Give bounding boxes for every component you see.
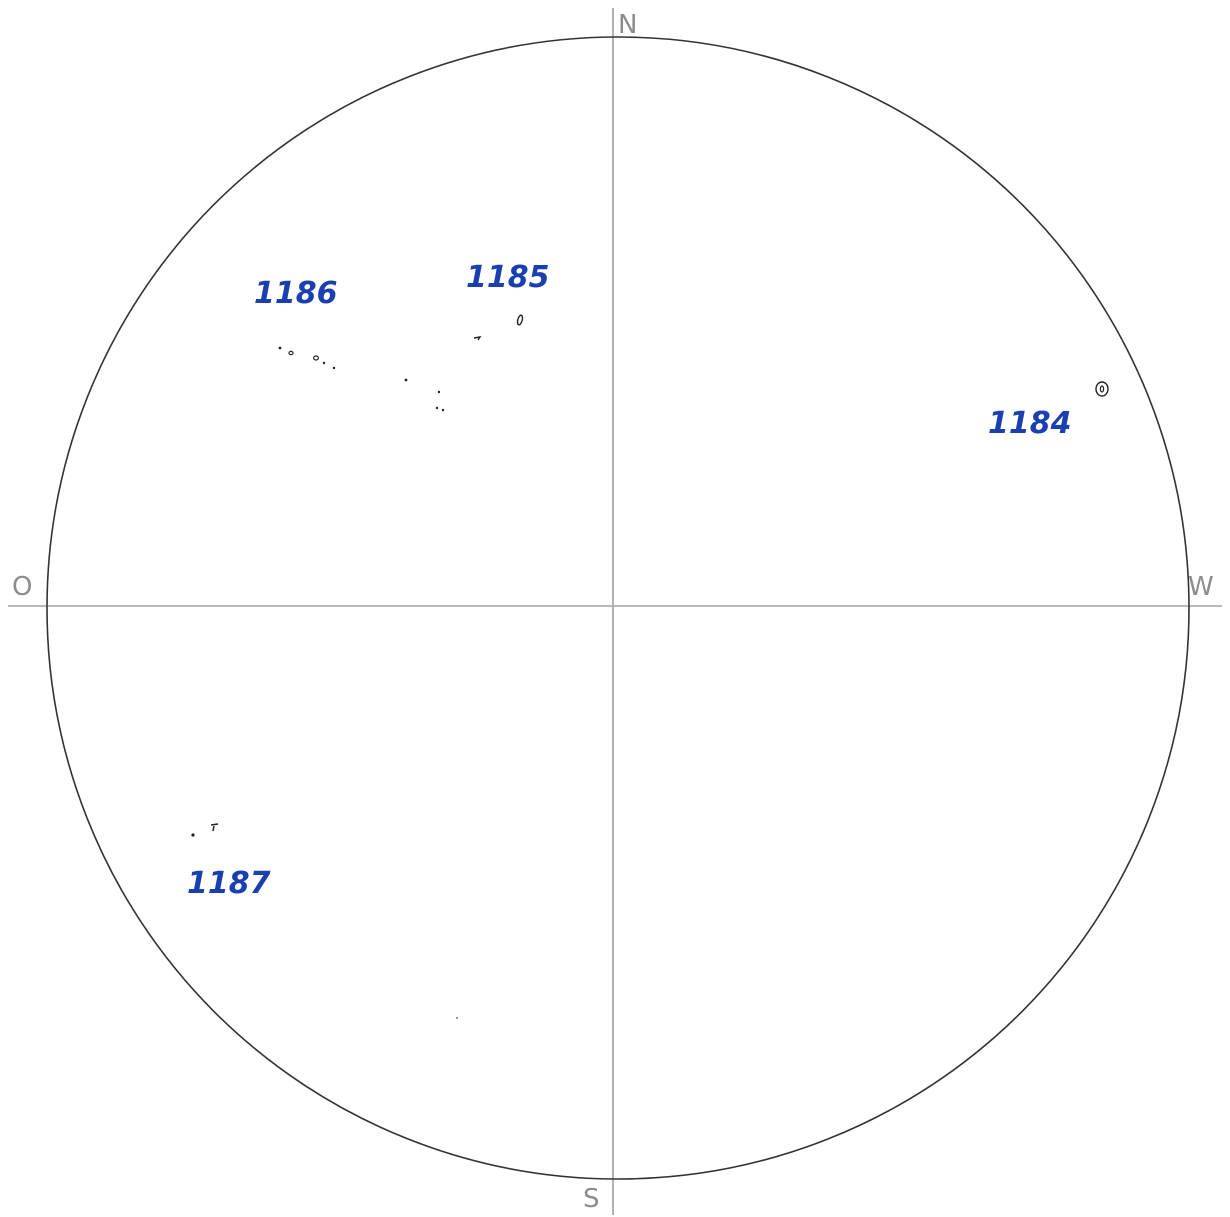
sunspot	[441, 408, 445, 412]
sunspot	[288, 350, 294, 356]
sunspot	[313, 355, 320, 361]
south-label: S	[583, 1184, 600, 1214]
solar-disk-outline	[46, 36, 1190, 1180]
sunspot-group-1185: 1185	[466, 260, 550, 341]
sunspot	[437, 390, 441, 394]
sunspot-group-1186: 1186	[254, 276, 445, 412]
sunspot	[191, 833, 195, 837]
sunspot	[404, 378, 408, 382]
group-label-1185: 1185	[466, 260, 550, 295]
sunspot-group-1184: 1184	[988, 381, 1109, 441]
sunspot	[473, 336, 482, 341]
east-label: O	[12, 572, 32, 602]
sunspot	[322, 361, 326, 365]
sunspot	[278, 346, 282, 350]
north-label: N	[618, 10, 637, 40]
group-label-1186: 1186	[254, 276, 338, 311]
sunspot-group-1187: 1187	[187, 823, 271, 901]
scan-speck	[456, 1017, 458, 1019]
sunspot-penumbra	[1095, 381, 1109, 397]
sunspot	[332, 366, 336, 370]
group-label-1187: 1187	[187, 866, 271, 901]
sunspot	[516, 314, 524, 326]
sunspot-umbra	[1099, 385, 1105, 393]
sunspot	[435, 406, 439, 410]
west-label: W	[1188, 572, 1214, 602]
group-label-1184: 1184	[988, 406, 1072, 441]
sunspot	[210, 823, 219, 832]
